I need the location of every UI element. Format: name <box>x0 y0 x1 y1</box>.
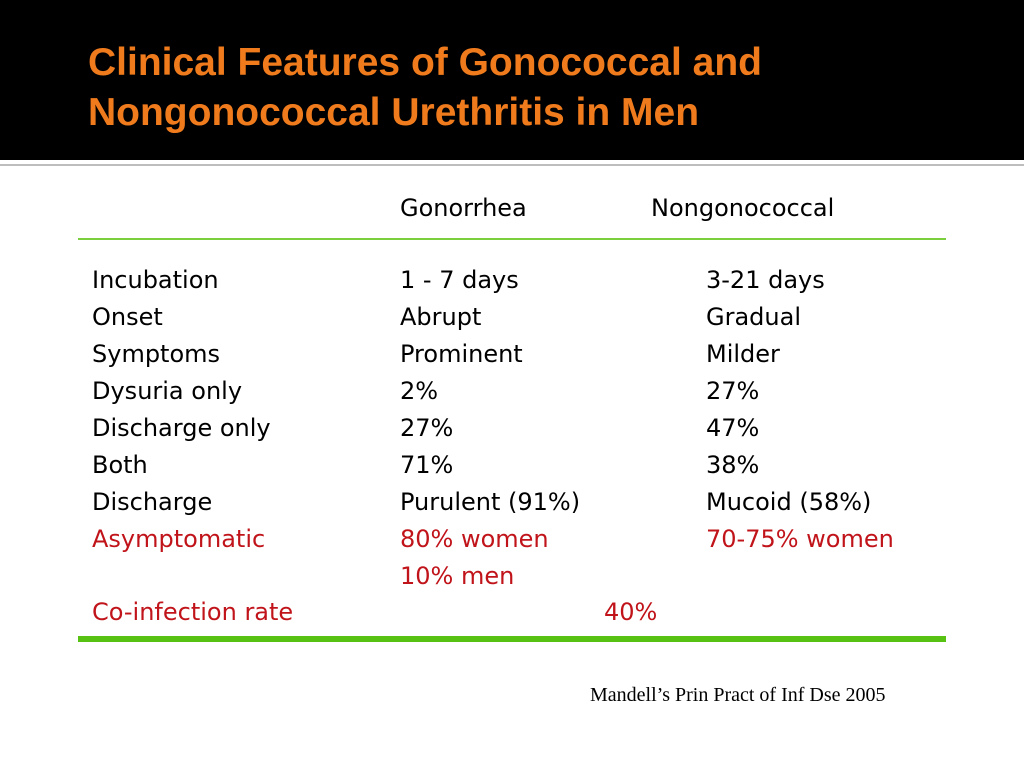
cell-nongonococcal-dysuria-only: 27% <box>706 377 760 405</box>
cell-gonorrhea-asymptomatic: 80% women <box>400 525 549 553</box>
row-label-discharge-only: Discharge only <box>92 414 271 442</box>
cell-nongonococcal-asymptomatic: 70-75% women <box>706 525 894 553</box>
row-label-discharge: Discharge <box>92 488 213 516</box>
cell-gonorrhea-symptoms: Prominent <box>400 340 523 368</box>
cell-nongonococcal-symptoms: Milder <box>706 340 780 368</box>
row-label-onset: Onset <box>92 303 163 331</box>
cell-nongonococcal-incubation: 3-21 days <box>706 266 825 294</box>
cell-gonorrhea-both: 71% <box>400 451 454 479</box>
row-label-coinfection: Co-infection rate <box>92 598 294 626</box>
row-label-symptoms: Symptoms <box>92 340 221 368</box>
cell-nongonococcal-discharge-only: 47% <box>706 414 760 442</box>
cell-gonorrhea-discharge: Purulent (91%) <box>400 488 581 516</box>
row-label-incubation: Incubation <box>92 266 219 294</box>
header-nongonococcal: Nongonococcal <box>651 194 835 222</box>
cell-gonorrhea-asymptomatic-men: 10% men <box>400 562 515 590</box>
cell-coinfection-rate: 40% <box>604 598 658 626</box>
cell-nongonococcal-discharge: Mucoid (58%) <box>706 488 872 516</box>
table-bottom-rule <box>78 636 946 642</box>
cell-gonorrhea-incubation: 1 - 7 days <box>400 266 519 294</box>
slide-title: Clinical Features of Gonococcal and Nong… <box>88 41 762 134</box>
row-label-both: Both <box>92 451 148 479</box>
citation: Mandell’s Prin Pract of Inf Dse 2005 <box>590 684 886 706</box>
cell-nongonococcal-onset: Gradual <box>706 303 801 331</box>
title-band <box>0 0 1024 160</box>
header-gonorrhea: Gonorrhea <box>400 194 527 222</box>
cell-gonorrhea-discharge-only: 27% <box>400 414 454 442</box>
title-divider <box>0 164 1024 166</box>
row-label-asymptomatic: Asymptomatic <box>92 525 266 553</box>
header-rule <box>78 238 946 240</box>
cell-nongonococcal-both: 38% <box>706 451 760 479</box>
cell-gonorrhea-dysuria-only: 2% <box>400 377 439 405</box>
cell-gonorrhea-onset: Abrupt <box>400 303 482 331</box>
row-label-dysuria-only: Dysuria only <box>92 377 243 405</box>
